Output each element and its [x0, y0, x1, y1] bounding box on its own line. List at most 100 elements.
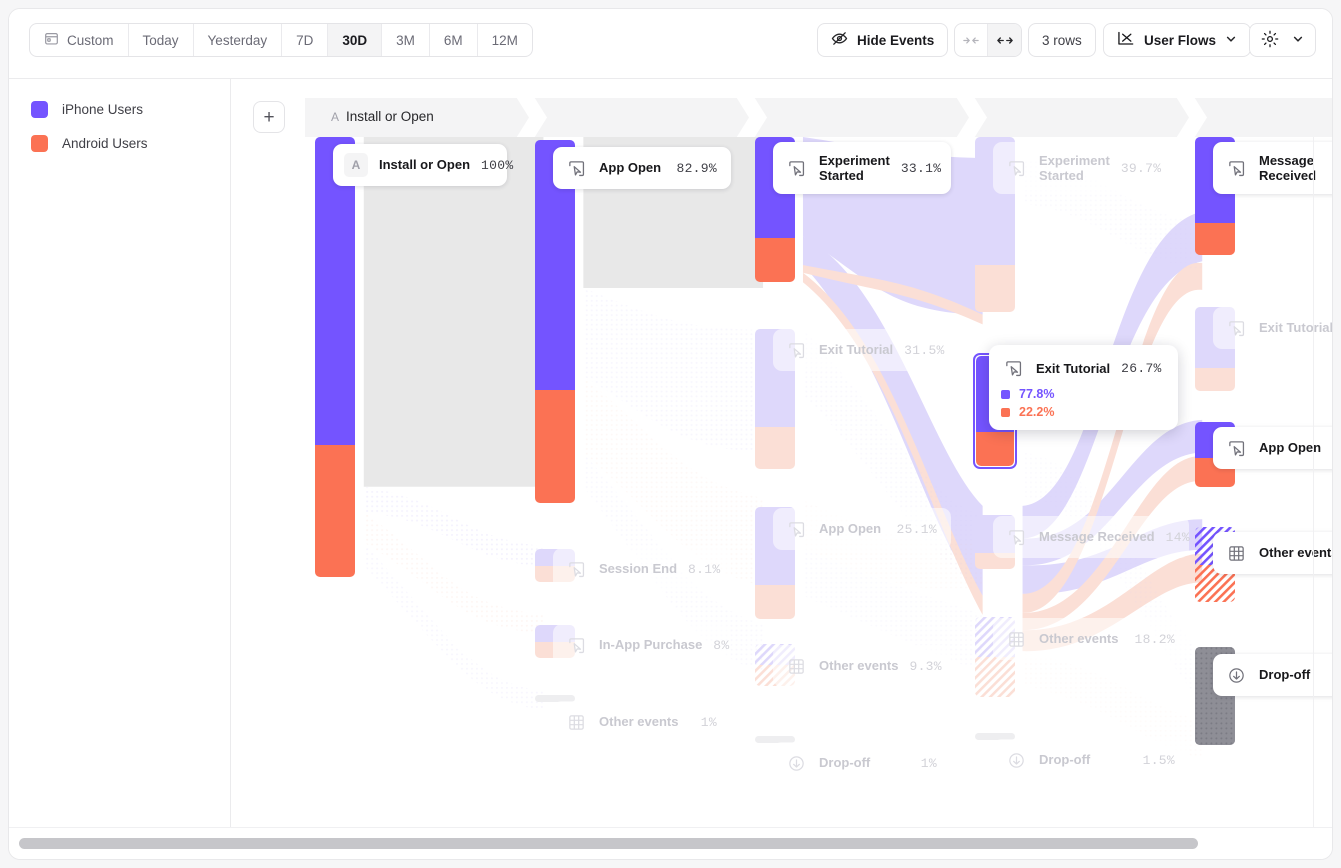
date-range-segmented-control[interactable]: Custom Today Yesterday 7D 30D 3M 6M 12M: [29, 23, 533, 57]
scrollbar-thumb[interactable]: [19, 838, 1199, 849]
node-card[interactable]: App Open 82.9%: [553, 147, 731, 189]
node-card[interactable]: In-App Purchase 8%: [553, 624, 731, 666]
link-install-to-dim: [363, 486, 544, 711]
column-divider: [1313, 137, 1314, 827]
node-card[interactable]: App Open: [1213, 427, 1332, 469]
range-30d[interactable]: 30D: [328, 24, 383, 56]
gear-icon: [1261, 30, 1279, 51]
tooltip-percent: 26.7%: [1121, 360, 1162, 376]
node-card[interactable]: Exit Tutorial 31.5%: [773, 329, 951, 371]
range-yesterday[interactable]: Yesterday: [194, 24, 283, 56]
tooltip-row-iphone: 77.8%: [1001, 387, 1162, 401]
legend-label-android: Android Users: [62, 136, 148, 151]
node-card[interactable]: Other events 18.2%: [993, 618, 1189, 660]
node-bar-android: [755, 238, 795, 282]
tooltip-value-iphone: 77.8%: [1019, 387, 1055, 401]
node-card[interactable]: Session End 8.1%: [553, 548, 731, 590]
node-bar-android: [755, 427, 795, 469]
link-exittutorial-to-col4: [1022, 211, 1203, 652]
node-card[interactable]: App Open 25.1%: [773, 508, 951, 550]
node-percent: 1%: [700, 714, 717, 730]
add-step-button[interactable]: +: [253, 101, 285, 133]
node-label: Experiment Started: [819, 152, 890, 183]
node-label: Exit Tutorial: [819, 342, 894, 358]
width-mode-group[interactable]: [954, 23, 1022, 57]
node-bar[interactable]: [975, 733, 1015, 740]
step-chevron-1: [513, 98, 547, 137]
drop-off-icon: [784, 751, 808, 775]
breadcrumb[interactable]: A Install or Open: [331, 109, 434, 124]
node-percent: 18.2%: [1134, 631, 1175, 647]
node-card[interactable]: Exit Tutorial: [1213, 307, 1332, 349]
chart-type-label: User Flows: [1144, 32, 1217, 48]
node-card[interactable]: Drop-off: [1213, 654, 1332, 696]
node-card[interactable]: Other events 9.3%: [773, 645, 951, 687]
range-today[interactable]: Today: [129, 24, 194, 56]
node-bar[interactable]: [755, 736, 795, 743]
range-custom[interactable]: Custom: [30, 24, 129, 56]
node-card[interactable]: A Install or Open 100%: [333, 144, 513, 186]
scrollbar-track[interactable]: [19, 838, 1322, 849]
node-bar-android: [976, 432, 1014, 466]
node-card[interactable]: Other events: [1213, 532, 1332, 574]
hide-events-button[interactable]: Hide Events: [817, 23, 949, 57]
horizontal-scrollbar[interactable]: [9, 827, 1332, 859]
node-bar-android: [535, 390, 575, 503]
node-card[interactable]: Other events 1%: [553, 701, 731, 743]
node-label: Drop-off: [1039, 752, 1091, 768]
range-12m[interactable]: 12M: [478, 24, 532, 56]
tooltip-swatch-iphone: [1001, 389, 1010, 399]
node-percent: 100%: [481, 157, 514, 173]
chevron-down-icon: [1225, 33, 1237, 48]
node-bar[interactable]: [535, 140, 575, 503]
range-custom-label: Custom: [67, 32, 114, 48]
legend-swatch-iphone: [31, 101, 48, 118]
node-card[interactable]: Message Received 14%: [993, 516, 1190, 558]
range-6m[interactable]: 6M: [430, 24, 478, 56]
node-label: Other events: [1039, 631, 1119, 647]
settings-button[interactable]: [1249, 23, 1316, 57]
range-yesterday-label: Yesterday: [207, 32, 268, 48]
node-label: Message Received: [1039, 529, 1155, 545]
add-step-label: +: [263, 106, 275, 128]
legend-item-android-users[interactable]: Android Users: [31, 135, 230, 152]
node-label: App Open: [819, 521, 882, 537]
node-percent: 14%: [1165, 529, 1190, 545]
node-percent: 1.5%: [1142, 752, 1175, 768]
expand-horizontal-icon[interactable]: [988, 24, 1021, 56]
node-percent: 1%: [920, 755, 937, 771]
node-percent: 8.1%: [688, 561, 721, 577]
node-bar[interactable]: [315, 137, 355, 577]
collapse-horizontal-icon[interactable]: [955, 24, 988, 56]
grid-icon: [564, 710, 588, 734]
cursor-click-icon: [1004, 525, 1028, 549]
node-card[interactable]: Message Received: [1213, 142, 1332, 194]
range-7d-label: 7D: [296, 32, 314, 48]
grid-icon: [1224, 541, 1248, 565]
node-bar-android: [1195, 223, 1235, 255]
rows-selector-button[interactable]: 3 rows: [1028, 23, 1096, 57]
node-card[interactable]: Experiment Started 39.7%: [993, 142, 1171, 194]
node-percent: 9.3%: [909, 658, 942, 674]
node-tooltip: Exit Tutorial 26.7% 77.8% 22.2%: [989, 345, 1178, 430]
node-card[interactable]: Drop-off 1%: [773, 742, 951, 784]
range-7d[interactable]: 7D: [282, 24, 329, 56]
step-chevron-3: [953, 98, 987, 137]
node-card[interactable]: Drop-off 1.5%: [993, 739, 1189, 781]
node-label: Message Received: [1259, 152, 1317, 183]
node-percent: 8%: [713, 637, 730, 653]
node-label: Drop-off: [819, 755, 871, 771]
range-3m[interactable]: 3M: [382, 24, 430, 56]
node-bar[interactable]: [535, 695, 575, 702]
range-12m-label: 12M: [491, 32, 518, 48]
tooltip-label: Exit Tutorial: [1036, 360, 1111, 376]
chart-type-button[interactable]: User Flows: [1103, 23, 1252, 57]
legend-item-iphone-users[interactable]: iPhone Users: [31, 101, 230, 118]
cursor-click-icon: [784, 517, 808, 541]
step-chevron-2: [733, 98, 767, 137]
hide-events-label: Hide Events: [857, 32, 935, 48]
node-card[interactable]: Experiment Started 33.1%: [773, 142, 951, 194]
node-bar-android: [975, 265, 1015, 312]
step-chevron-4: [1173, 98, 1207, 137]
node-percent: 25.1%: [896, 521, 937, 537]
